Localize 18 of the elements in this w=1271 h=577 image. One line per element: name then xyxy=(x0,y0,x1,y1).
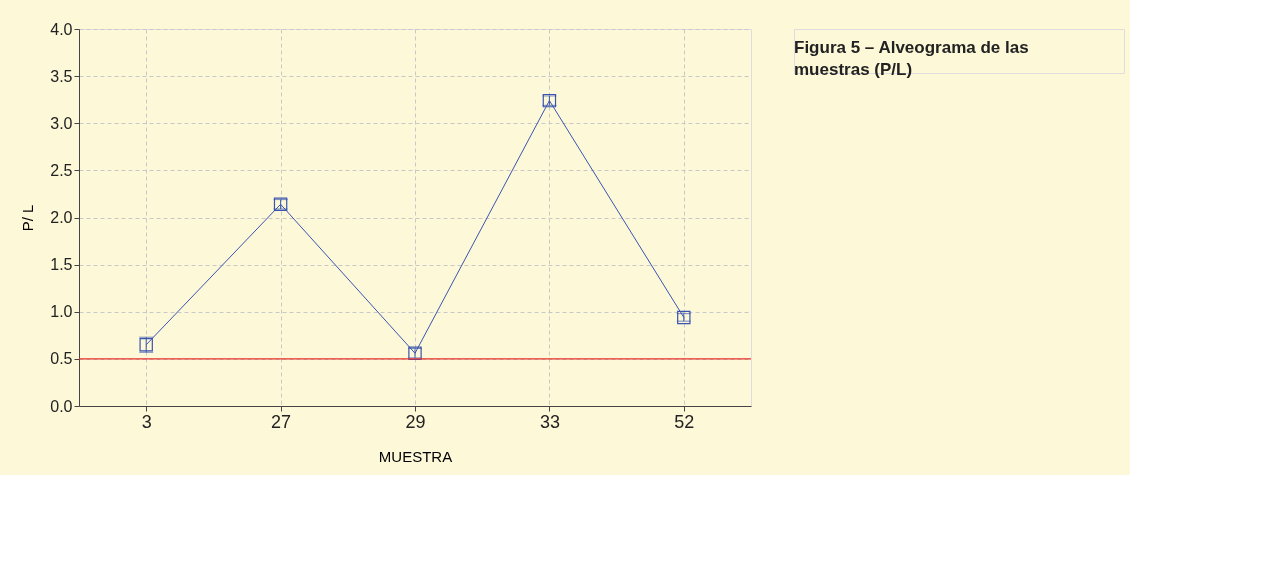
x-tick-label: 52 xyxy=(674,411,695,432)
x-tick-label: 3 xyxy=(141,411,152,432)
y-tick-label: 2.5 xyxy=(50,161,73,179)
y-axis-title: P/ L xyxy=(19,204,37,232)
x-axis-title: MUESTRA xyxy=(378,447,453,465)
x-tick-label: 33 xyxy=(539,411,560,432)
y-tick-label: 1.5 xyxy=(50,256,73,274)
y-tick-label: 0.0 xyxy=(50,397,73,415)
y-tick-label: 3.0 xyxy=(50,114,73,132)
x-tick-label: 27 xyxy=(271,411,292,432)
x-tick-label: 29 xyxy=(405,411,426,432)
y-tick-label: 3.5 xyxy=(50,67,73,85)
text: Figura 5 – Alveograma de las muestras (P/L) xyxy=(794,38,1029,79)
y-tick-label: 0.5 xyxy=(50,350,73,368)
y-tick-label: 2.0 xyxy=(50,209,73,226)
y-tick-label: 1.0 xyxy=(50,303,73,321)
y-tick-label: 4.0 xyxy=(50,20,73,38)
point xyxy=(677,310,691,325)
